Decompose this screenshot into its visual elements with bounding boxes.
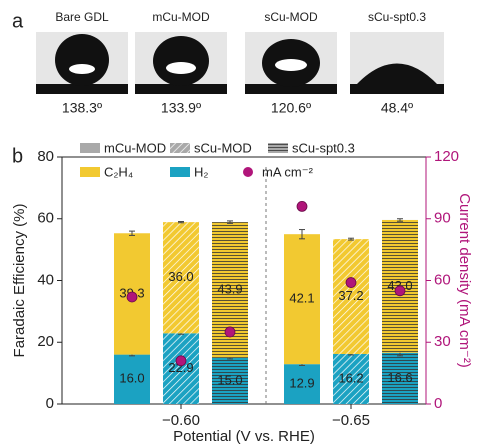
y2-axis-label: Current density (mA cm⁻²)	[456, 193, 473, 368]
legend-pattern	[268, 143, 288, 153]
y-axis-label: Faradaic Efficiency (%)	[11, 204, 28, 358]
y-tick-label: 20	[37, 333, 54, 350]
sample-name: sCu-spt0.3	[368, 10, 426, 24]
legend-swatch	[80, 143, 100, 153]
sample-name: sCu-MOD	[264, 10, 318, 24]
y2-tick-label: 30	[434, 333, 451, 350]
value-label: 16.6	[387, 370, 412, 385]
current-density-point	[297, 201, 307, 211]
current-density-point	[395, 286, 405, 296]
sample-name: mCu-MOD	[152, 10, 210, 24]
legend-label: mCu-MOD	[104, 140, 166, 155]
legend-label: sCu-MOD	[194, 140, 252, 155]
x-tick-label: −0.60	[162, 412, 200, 429]
value-label: 15.0	[217, 372, 242, 387]
legend-swatch	[80, 167, 100, 177]
legend-pattern	[170, 143, 190, 153]
x-tick-label: −0.65	[332, 412, 370, 429]
droplet-image	[350, 32, 444, 94]
y-tick-label: 0	[46, 395, 54, 412]
droplet-image	[36, 32, 128, 94]
y-tick-label: 40	[37, 271, 54, 288]
x-axis-label: Potential (V vs. RHE)	[173, 428, 315, 445]
current-density-point	[127, 292, 137, 302]
page: a Bare GDL 138.3º mCu-MOD 133.9º sCu-MOD 120.…	[0, 0, 477, 446]
panel-label: a	[12, 10, 24, 32]
current-density-point	[346, 278, 356, 288]
legend-marker	[243, 167, 253, 177]
value-label: 37.2	[338, 288, 363, 303]
legend-label: mA cm⁻²	[262, 164, 314, 179]
y2-tick-label: 90	[434, 210, 451, 227]
legend-label: H₂	[194, 164, 208, 179]
value-label: 43.9	[217, 281, 242, 296]
current-density-point	[176, 356, 186, 366]
y-tick-label: 60	[37, 210, 54, 227]
value-label: 12.9	[289, 376, 314, 391]
contact-angle: 138.3º	[62, 100, 102, 116]
figure: a Bare GDL 138.3º mCu-MOD 133.9º sCu-MOD 120.…	[0, 0, 477, 446]
droplet-image	[245, 32, 337, 94]
panel-label: b	[12, 145, 23, 167]
y2-tick-label: 120	[434, 148, 459, 165]
value-label: 16.0	[119, 371, 144, 386]
legend-label: sCu-spt0.3	[292, 140, 355, 155]
current-density-point	[225, 327, 235, 337]
y2-tick-label: 0	[434, 395, 442, 412]
value-label: 16.2	[338, 370, 363, 385]
sample-name: Bare GDL	[55, 10, 109, 24]
y-tick-label: 80	[37, 148, 54, 165]
value-label: 42.1	[289, 291, 314, 306]
value-label: 36.0	[168, 269, 193, 284]
droplet-image	[135, 32, 227, 94]
contact-angle: 120.6º	[271, 100, 311, 116]
contact-angle: 48.4º	[381, 100, 413, 116]
legend-swatch	[170, 167, 190, 177]
contact-angle: 133.9º	[161, 100, 201, 116]
y2-tick-label: 60	[434, 271, 451, 288]
legend-label: C₂H₄	[104, 164, 133, 179]
